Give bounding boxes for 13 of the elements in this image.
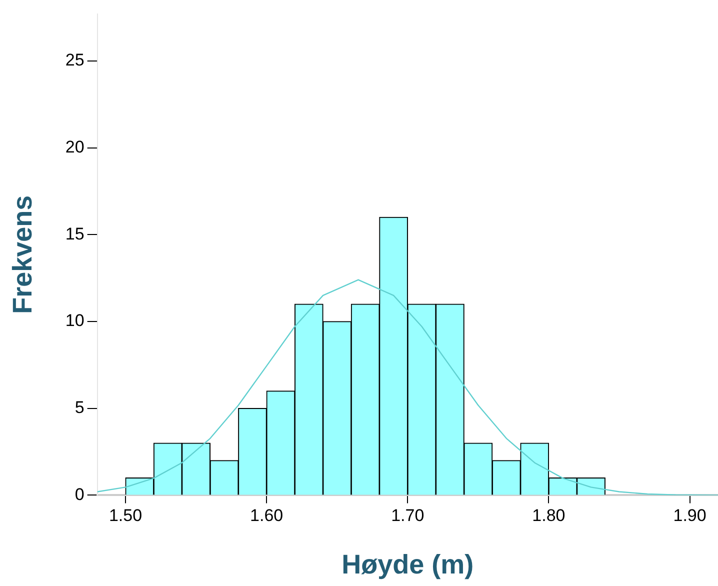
y-tick-label: 15 [65,224,84,244]
x-tick-label: 1.70 [391,506,424,526]
x-tick-label: 1.60 [250,506,284,526]
y-axis-title: Frekvens [8,195,38,314]
y-tick-label: 0 [74,484,84,504]
x-tick-label: 1.90 [673,506,706,526]
y-tick-label: 20 [65,137,84,156]
y-tick-label: 5 [74,398,84,418]
x-axis-title: Høyde (m) [342,549,474,580]
x-tick-label: 1.80 [532,506,566,526]
y-tick-label: 10 [65,311,84,330]
x-tick-label: 1.50 [108,506,142,526]
y-tick-label: 25 [65,50,84,70]
